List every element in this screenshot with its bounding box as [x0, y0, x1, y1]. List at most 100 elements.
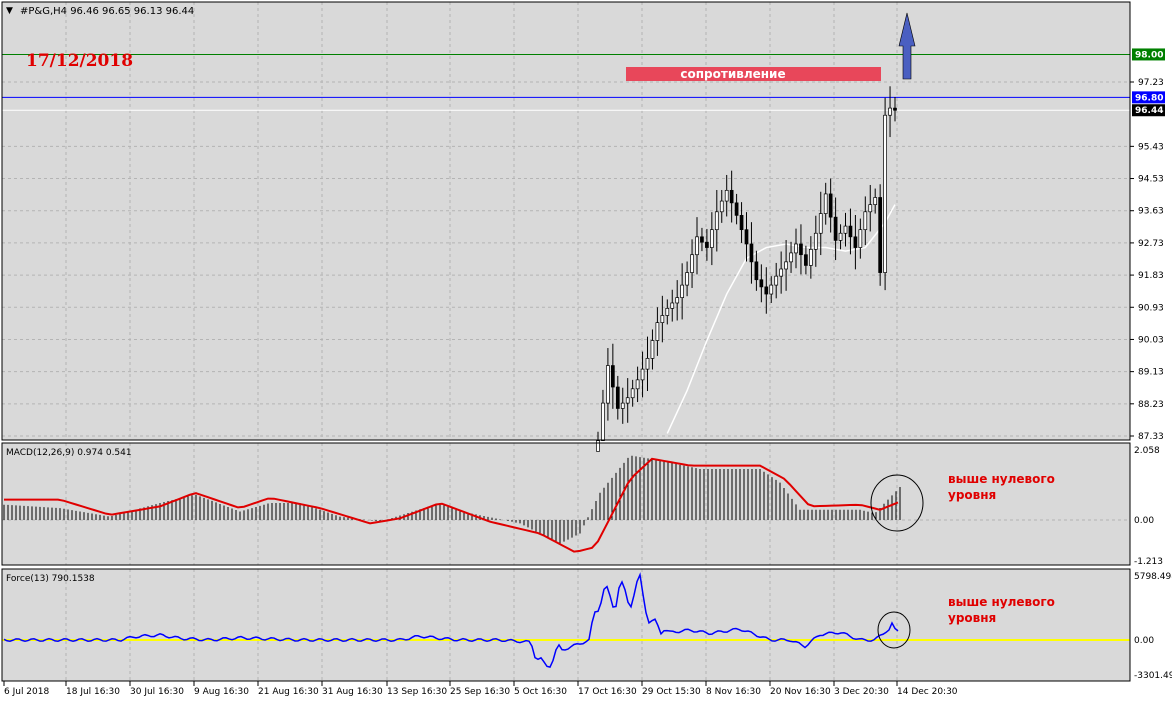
- level-label-resistance: 96.80: [1135, 93, 1163, 103]
- macd-tick-label: 2.058: [1134, 446, 1160, 456]
- x-tick-label: 29 Oct 15:30: [642, 687, 701, 697]
- x-tick-label: 17 Oct 16:30: [578, 687, 637, 697]
- candle-body: [635, 379, 640, 390]
- level-tag-target: [1132, 48, 1165, 61]
- candle-body: [695, 236, 699, 256]
- date-annotation: 17/12/2018: [26, 51, 133, 71]
- x-tick-label: 3 Dec 20:30: [834, 687, 889, 697]
- price-frame: [1, 1, 1131, 441]
- force-annotation-line2: уровня: [948, 611, 996, 625]
- candle-body: [838, 232, 843, 241]
- candle-body: [670, 302, 675, 309]
- force-frame: [1, 568, 1131, 682]
- force-tick-label: 0.00: [1134, 636, 1154, 646]
- candle-body: [779, 268, 784, 277]
- candle-body: [655, 322, 660, 341]
- candle-body: [794, 243, 798, 254]
- candle-body: [685, 272, 689, 286]
- candle-body: [640, 368, 645, 381]
- candle-body: [804, 254, 808, 266]
- candle-body: [615, 386, 620, 409]
- candle-body: [729, 189, 734, 204]
- candle-body: [813, 232, 818, 250]
- candle-body: [645, 358, 650, 370]
- candle-body: [848, 225, 853, 238]
- x-tick-label: 5 Oct 16:30: [514, 687, 567, 697]
- price-tick-label: 95.43: [1138, 142, 1164, 152]
- candle-body: [799, 243, 803, 256]
- price-tick-label: 90.03: [1138, 335, 1164, 345]
- candle-body: [868, 204, 873, 213]
- symbol-icon: ▼: [6, 6, 13, 16]
- candle-body: [808, 248, 813, 266]
- x-tick-label: 13 Sep 16:30: [387, 687, 447, 697]
- candle-body: [754, 261, 759, 281]
- candle-body: [665, 307, 670, 316]
- candle-body: [853, 236, 858, 248]
- candle-body: [610, 365, 615, 388]
- candle-body: [878, 197, 883, 273]
- candle-body: [625, 397, 630, 404]
- candle-body: [601, 402, 605, 441]
- candle-body: [818, 213, 823, 234]
- candle-body: [739, 215, 744, 231]
- x-tick-label: 31 Aug 16:30: [322, 687, 383, 697]
- candle-body: [893, 107, 897, 111]
- candle-body: [680, 284, 685, 298]
- x-tick-label: 20 Nov 16:30: [770, 687, 831, 697]
- level-tag-resistance: [1132, 91, 1165, 104]
- candle-body: [596, 440, 600, 452]
- candle-body: [700, 236, 704, 243]
- x-tick-label: 21 Aug 16:30: [258, 687, 319, 697]
- candle-body: [769, 284, 774, 295]
- candle-body: [714, 211, 719, 231]
- price-tick-label: 97.23: [1138, 78, 1164, 88]
- x-tick-label: 9 Aug 16:30: [194, 687, 249, 697]
- x-tick-label: 18 Jul 16:30: [66, 687, 120, 697]
- force-annotation-line1: выше нулевого: [948, 595, 1055, 609]
- x-tick-label: 25 Sep 16:30: [450, 687, 510, 697]
- force-tick-label: -3301.498: [1134, 671, 1172, 681]
- x-tick-label: 14 Dec 20:30: [897, 687, 958, 697]
- candle-body: [828, 193, 833, 218]
- price-tick-label: 91.83: [1138, 271, 1164, 281]
- resistance-box: [626, 67, 881, 81]
- candle-body: [650, 340, 655, 359]
- macd-annotation-line1: выше нулевого: [948, 472, 1055, 486]
- macd-highlight-circle: [870, 474, 924, 532]
- candle-body: [843, 225, 848, 234]
- x-tick-label: 8 Nov 16:30: [706, 687, 761, 697]
- candle-body: [833, 216, 838, 241]
- candle-body: [705, 241, 709, 248]
- candle-body: [873, 197, 878, 205]
- candle-body: [789, 252, 793, 263]
- force-tick-label: 5798.498: [1134, 572, 1172, 582]
- force-pane: [2, 569, 1130, 681]
- candle-body: [724, 189, 729, 202]
- macd-annotation-line2: уровня: [948, 488, 996, 502]
- price-tick-label: 92.73: [1138, 239, 1164, 249]
- candle-body: [759, 279, 764, 288]
- macd-frame: [1, 442, 1131, 566]
- candle-body: [630, 388, 635, 399]
- candle-body: [660, 315, 665, 323]
- candle-body: [784, 261, 788, 270]
- force-title: Force(13) 790.1538: [6, 574, 95, 584]
- candle-body: [863, 211, 868, 231]
- price-tick-label: 87.33: [1138, 432, 1164, 442]
- symbol-info: #P&G,H4 96.46 96.65 96.13 96.44: [20, 6, 194, 17]
- level-label-last_price: 96.44: [1135, 106, 1163, 116]
- price-tick-label: 90.93: [1138, 303, 1164, 313]
- candle-body: [858, 229, 863, 248]
- force-line: [3, 572, 899, 668]
- candle-body: [719, 200, 724, 213]
- price-tick-label: 88.23: [1138, 400, 1164, 410]
- price-tick-label: 94.53: [1138, 175, 1164, 185]
- candle-body: [675, 297, 680, 304]
- candle-body: [883, 114, 887, 273]
- level-label-target: 98.00: [1135, 50, 1163, 60]
- macd-pane: [2, 443, 1130, 565]
- candle-body: [744, 229, 749, 245]
- candle-body: [734, 202, 739, 216]
